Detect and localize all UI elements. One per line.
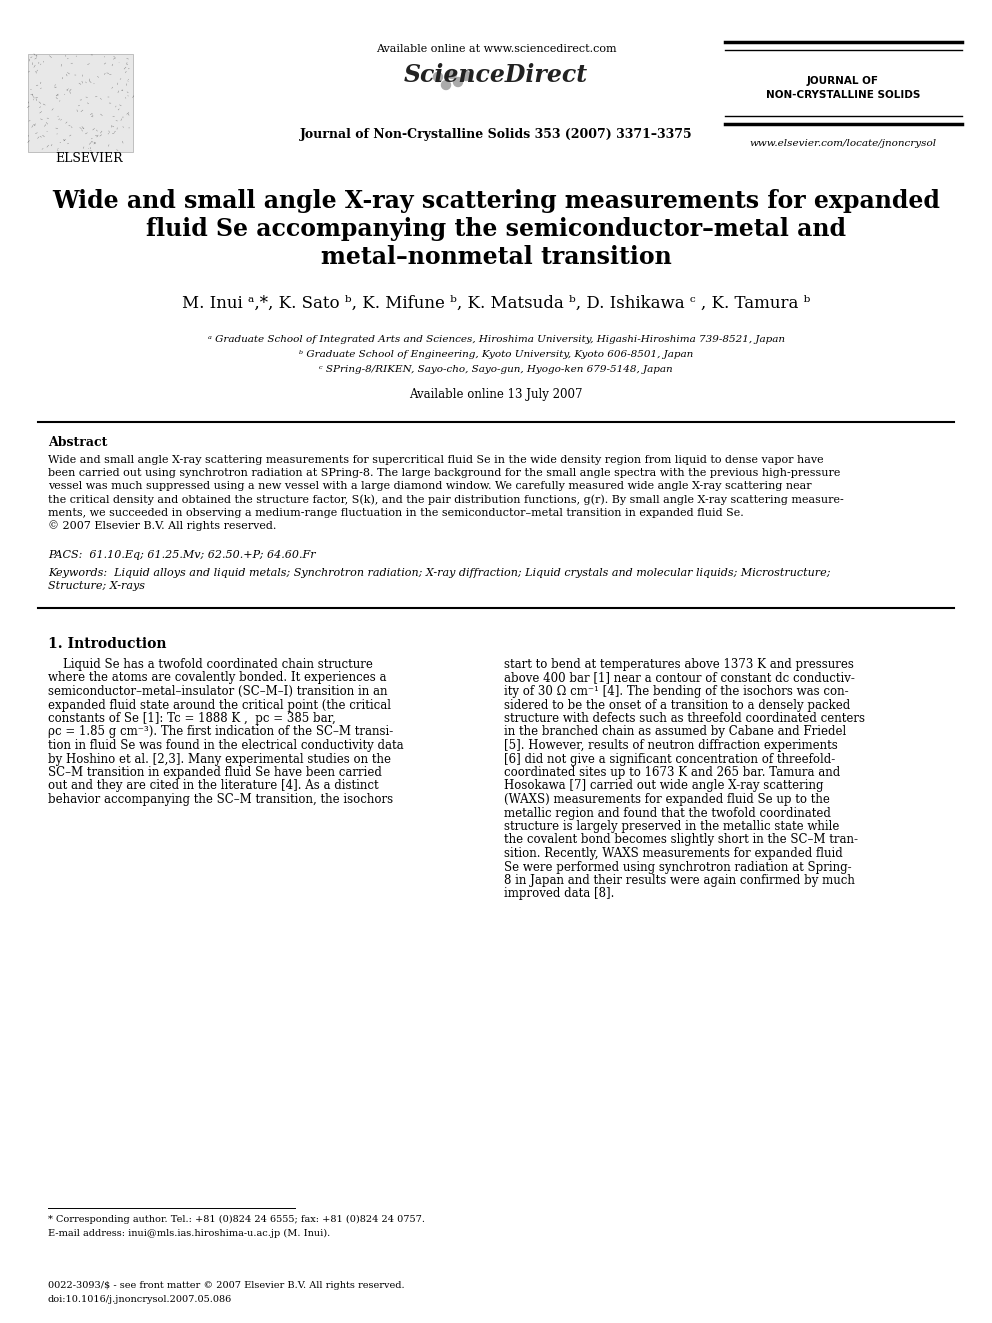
Text: Structure; X-rays: Structure; X-rays (48, 581, 145, 591)
Text: ρc = 1.85 g cm⁻³). The first indication of the SC–M transi-: ρc = 1.85 g cm⁻³). The first indication … (48, 725, 393, 738)
Text: the covalent bond becomes slightly short in the SC–M tran-: the covalent bond becomes slightly short… (504, 833, 858, 847)
Text: behavior accompanying the SC–M transition, the isochors: behavior accompanying the SC–M transitio… (48, 792, 393, 806)
Text: constants of Se [1]: Tc = 1888 K ,  pc = 385 bar,: constants of Se [1]: Tc = 1888 K , pc = … (48, 712, 335, 725)
Text: Wide and small angle X-ray scattering measurements for expanded: Wide and small angle X-ray scattering me… (52, 189, 940, 213)
Text: where the atoms are covalently bonded. It experiences a: where the atoms are covalently bonded. I… (48, 672, 387, 684)
Text: in the branched chain as assumed by Cabane and Friedel: in the branched chain as assumed by Caba… (504, 725, 846, 738)
Circle shape (441, 81, 450, 90)
Text: * Corresponding author. Tel.: +81 (0)824 24 6555; fax: +81 (0)824 24 0757.: * Corresponding author. Tel.: +81 (0)824… (48, 1215, 425, 1224)
Text: tion in fluid Se was found in the electrical conductivity data: tion in fluid Se was found in the electr… (48, 740, 404, 751)
Text: Available online at www.sciencedirect.com: Available online at www.sciencedirect.co… (376, 44, 616, 54)
Text: structure with defects such as threefold coordinated centers: structure with defects such as threefold… (504, 712, 865, 725)
Text: Abstract: Abstract (48, 437, 107, 448)
Circle shape (447, 70, 456, 78)
Text: been carried out using synchrotron radiation at SPring-8. The large background f: been carried out using synchrotron radia… (48, 468, 840, 478)
Text: JOURNAL OF: JOURNAL OF (807, 75, 879, 86)
Text: the critical density and obtained the structure factor, S(k), and the pair distr: the critical density and obtained the st… (48, 493, 844, 504)
Text: Available online 13 July 2007: Available online 13 July 2007 (410, 388, 582, 401)
Text: © 2007 Elsevier B.V. All rights reserved.: © 2007 Elsevier B.V. All rights reserved… (48, 520, 277, 531)
Text: ᵇ Graduate School of Engineering, Kyoto University, Kyoto 606-8501, Japan: ᵇ Graduate School of Engineering, Kyoto … (299, 351, 693, 359)
Circle shape (434, 73, 442, 82)
Text: [5]. However, results of neutron diffraction experiments: [5]. However, results of neutron diffrac… (504, 740, 838, 751)
Text: expanded fluid state around the critical point (the critical: expanded fluid state around the critical… (48, 699, 391, 712)
Text: coordinated sites up to 1673 K and 265 bar. Tamura and: coordinated sites up to 1673 K and 265 b… (504, 766, 840, 779)
Text: SC–M transition in expanded fluid Se have been carried: SC–M transition in expanded fluid Se hav… (48, 766, 382, 779)
Text: (WAXS) measurements for expanded fluid Se up to the: (WAXS) measurements for expanded fluid S… (504, 792, 830, 806)
Text: Journal of Non-Crystalline Solids 353 (2007) 3371–3375: Journal of Non-Crystalline Solids 353 (2… (300, 128, 692, 142)
Text: Keywords:  Liquid alloys and liquid metals; Synchrotron radiation; X-ray diffrac: Keywords: Liquid alloys and liquid metal… (48, 568, 830, 578)
Circle shape (461, 71, 470, 81)
Text: structure is largely preserved in the metallic state while: structure is largely preserved in the me… (504, 820, 839, 833)
Text: ScienceDirect: ScienceDirect (404, 64, 588, 87)
Text: fluid Se accompanying the semiconductor–metal and: fluid Se accompanying the semiconductor–… (146, 217, 846, 241)
Text: PACS:  61.10.Eq; 61.25.Mv; 62.50.+P; 64.60.Fr: PACS: 61.10.Eq; 61.25.Mv; 62.50.+P; 64.6… (48, 550, 315, 560)
Text: M. Inui ᵃ,*, K. Sato ᵇ, K. Mifune ᵇ, K. Matsuda ᵇ, D. Ishikawa ᶜ , K. Tamura ᵇ: M. Inui ᵃ,*, K. Sato ᵇ, K. Mifune ᵇ, K. … (182, 295, 810, 312)
Text: 0022-3093/$ - see front matter © 2007 Elsevier B.V. All rights reserved.: 0022-3093/$ - see front matter © 2007 El… (48, 1281, 405, 1290)
Text: Hosokawa [7] carried out wide angle X-ray scattering: Hosokawa [7] carried out wide angle X-ra… (504, 779, 823, 792)
FancyBboxPatch shape (28, 54, 133, 152)
Text: start to bend at temperatures above 1373 K and pressures: start to bend at temperatures above 1373… (504, 658, 854, 671)
Text: metal–nonmetal transition: metal–nonmetal transition (320, 245, 672, 269)
Text: ELSEVIER: ELSEVIER (55, 152, 123, 165)
Text: [6] did not give a significant concentration of threefold-: [6] did not give a significant concentra… (504, 753, 835, 766)
Text: above 400 bar [1] near a contour of constant dc conductiv-: above 400 bar [1] near a contour of cons… (504, 672, 855, 684)
Text: www.elsevier.com/locate/jnoncrysol: www.elsevier.com/locate/jnoncrysol (749, 139, 936, 148)
Text: NON-CRYSTALLINE SOLIDS: NON-CRYSTALLINE SOLIDS (766, 90, 921, 101)
Circle shape (453, 78, 462, 86)
Text: sidered to be the onset of a transition to a densely packed: sidered to be the onset of a transition … (504, 699, 850, 712)
Text: Se were performed using synchrotron radiation at Spring-: Se were performed using synchrotron radi… (504, 860, 851, 873)
Text: metallic region and found that the twofold coordinated: metallic region and found that the twofo… (504, 807, 831, 819)
Text: ᵃ Graduate School of Integrated Arts and Sciences, Hiroshima University, Higashi: ᵃ Graduate School of Integrated Arts and… (207, 335, 785, 344)
Text: ᶜ SPring-8/RIKEN, Sayo-cho, Sayo-gun, Hyogo-ken 679-5148, Japan: ᶜ SPring-8/RIKEN, Sayo-cho, Sayo-gun, Hy… (319, 365, 673, 374)
Text: 8 in Japan and their results were again confirmed by much: 8 in Japan and their results were again … (504, 875, 855, 886)
Text: sition. Recently, WAXS measurements for expanded fluid: sition. Recently, WAXS measurements for … (504, 847, 843, 860)
Text: 1. Introduction: 1. Introduction (48, 636, 167, 651)
Text: E-mail address: inui@mls.ias.hiroshima-u.ac.jp (M. Inui).: E-mail address: inui@mls.ias.hiroshima-u… (48, 1229, 330, 1238)
Text: semiconductor–metal–insulator (SC–M–I) transition in an: semiconductor–metal–insulator (SC–M–I) t… (48, 685, 388, 699)
Text: Wide and small angle X-ray scattering measurements for supercritical fluid Se in: Wide and small angle X-ray scattering me… (48, 455, 823, 464)
Text: vessel was much suppressed using a new vessel with a large diamond window. We ca: vessel was much suppressed using a new v… (48, 482, 811, 491)
Text: ments, we succeeded in observing a medium-range fluctuation in the semiconductor: ments, we succeeded in observing a mediu… (48, 508, 744, 517)
Text: improved data [8].: improved data [8]. (504, 888, 614, 901)
Text: by Hoshino et al. [2,3]. Many experimental studies on the: by Hoshino et al. [2,3]. Many experiment… (48, 753, 391, 766)
Text: ity of 30 Ω cm⁻¹ [4]. The bending of the isochors was con-: ity of 30 Ω cm⁻¹ [4]. The bending of the… (504, 685, 848, 699)
Text: doi:10.1016/j.jnoncrysol.2007.05.086: doi:10.1016/j.jnoncrysol.2007.05.086 (48, 1295, 232, 1304)
Text: Liquid Se has a twofold coordinated chain structure: Liquid Se has a twofold coordinated chai… (48, 658, 373, 671)
Text: out and they are cited in the literature [4]. As a distinct: out and they are cited in the literature… (48, 779, 379, 792)
